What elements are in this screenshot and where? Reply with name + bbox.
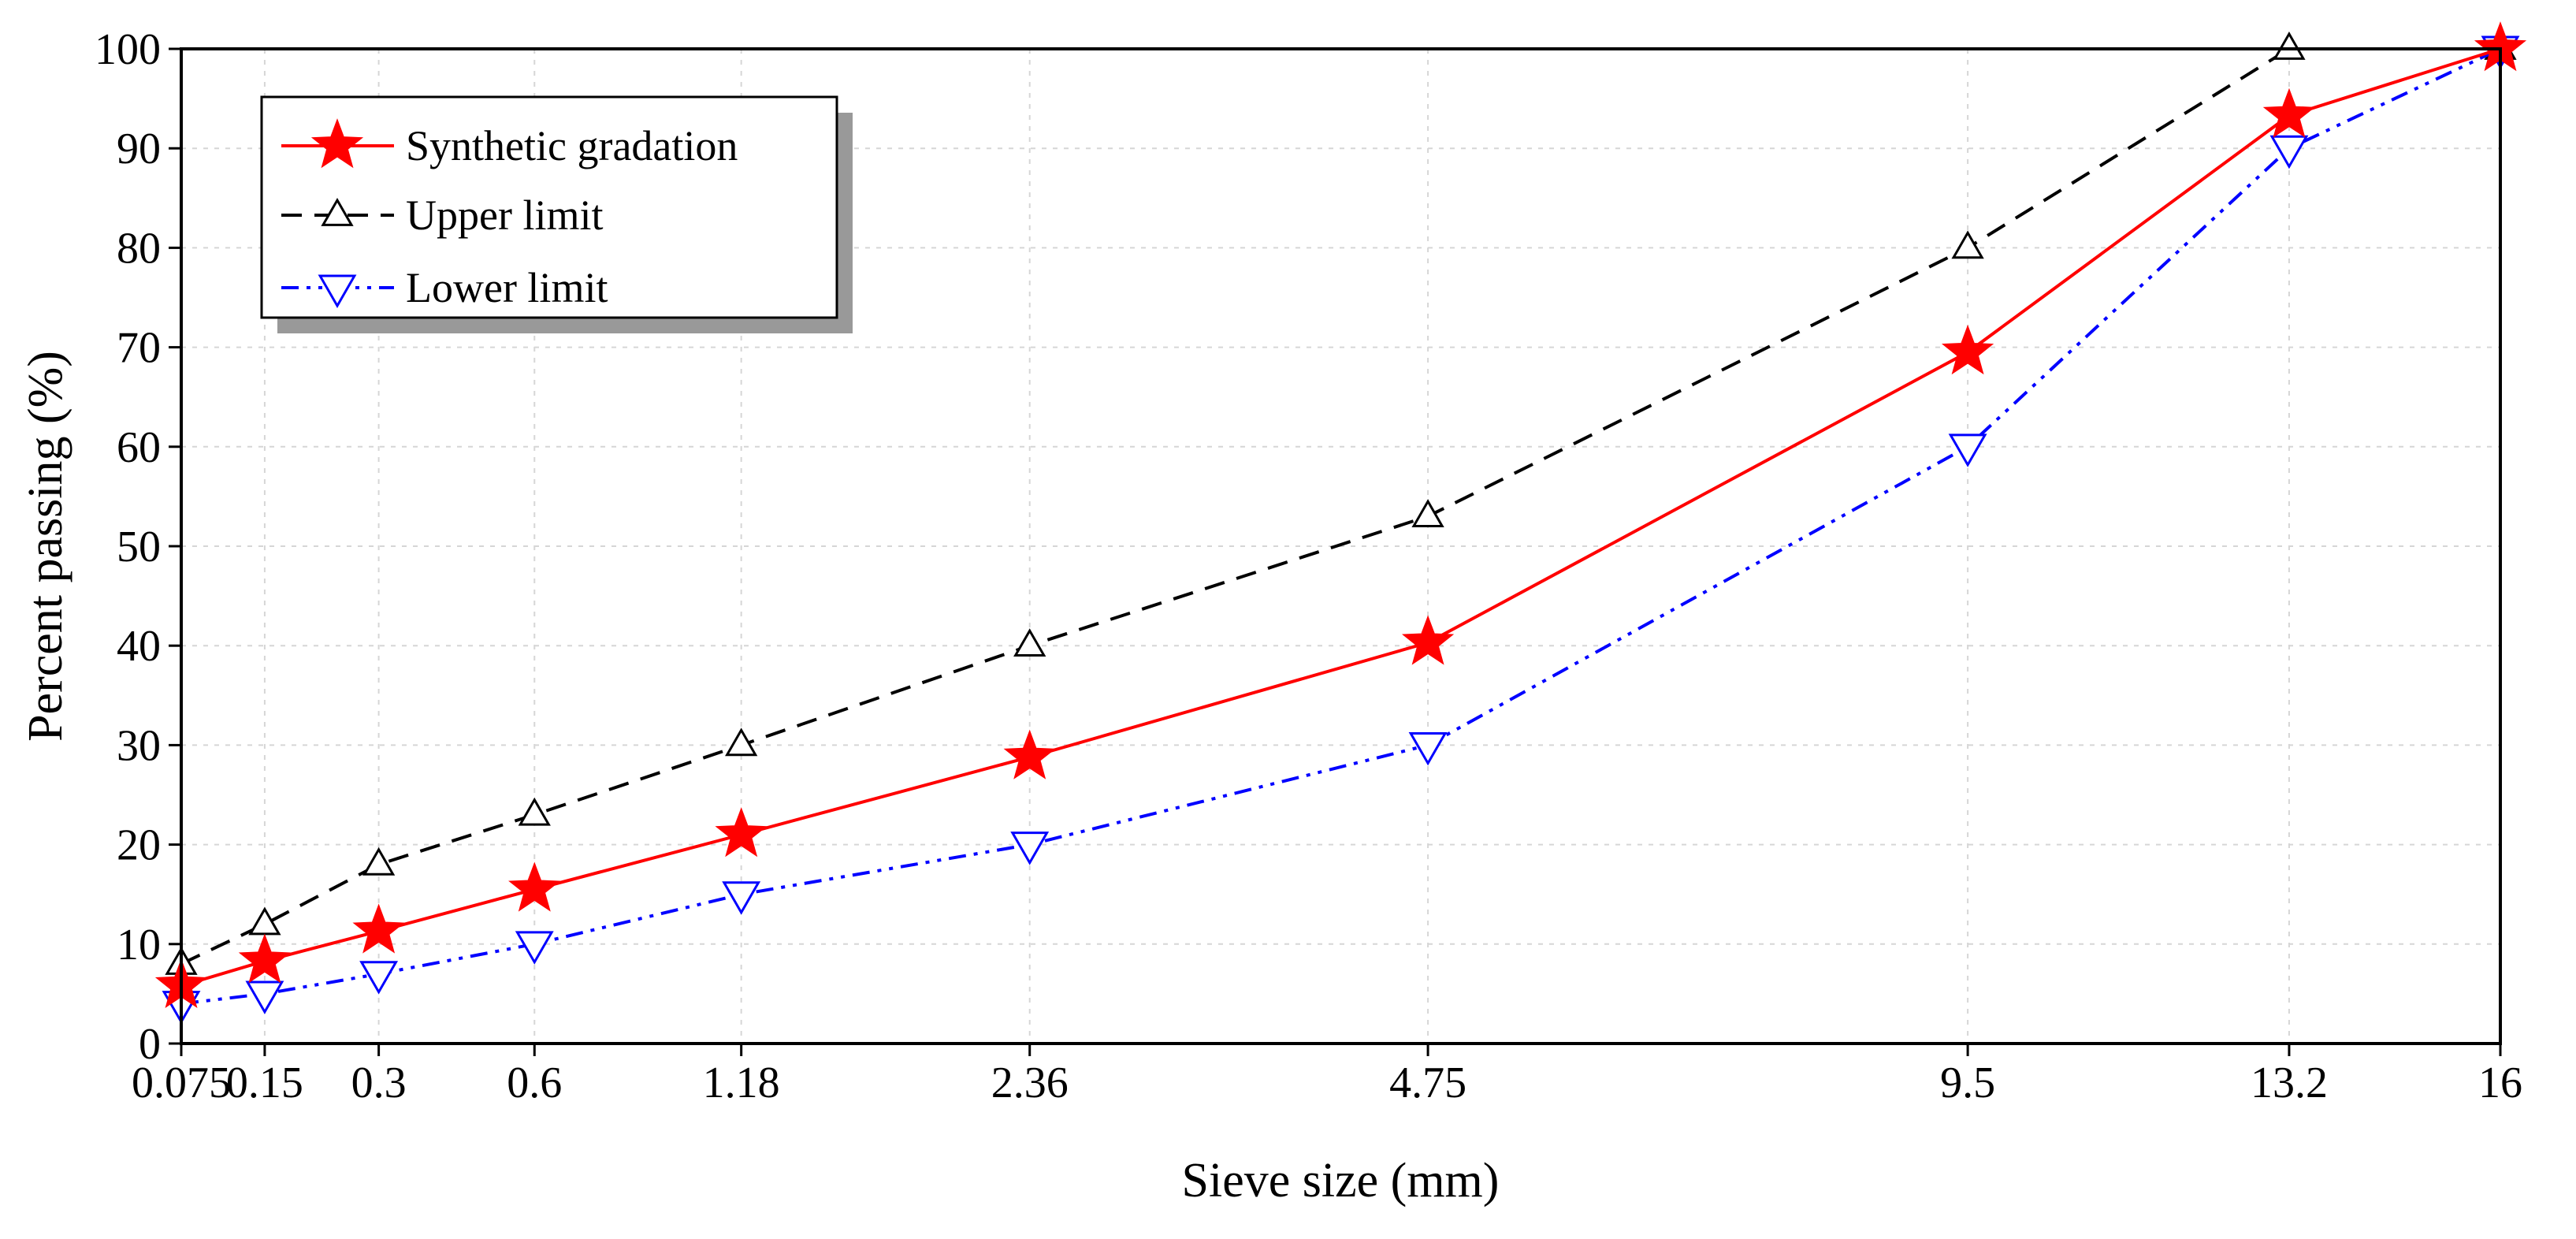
legend-label: Synthetic gradation [406, 122, 738, 169]
data-point [1408, 731, 1448, 766]
legend-items: Synthetic gradation Upper limit Lower limi… [281, 118, 738, 311]
legend-marker [321, 197, 354, 226]
x-axis-title: Sieve size (mm) [1182, 1154, 1500, 1207]
data-point [352, 903, 405, 954]
data-point [2269, 135, 2309, 169]
x-tick-label: 4.75 [1389, 1059, 1466, 1107]
series-line [180, 47, 2501, 1006]
y-tick-labels: 0 10 20 30 40 50 60 70 80 90 100 [95, 25, 161, 1069]
series-line [180, 47, 2501, 988]
data-point [1003, 729, 1056, 779]
data-point [1951, 230, 1984, 259]
y-tick-label: 80 [117, 224, 161, 273]
data-point [248, 906, 281, 936]
y-tick-label: 100 [95, 25, 161, 74]
data-point [515, 931, 554, 965]
x-tick-label: 0.6 [507, 1059, 562, 1107]
x-tick-label: 9.5 [1940, 1059, 1995, 1107]
legend-marker [318, 274, 357, 309]
y-tick-label: 30 [117, 721, 161, 770]
legend-label: Upper limit [406, 192, 603, 239]
data-point [238, 933, 292, 984]
y-tick-label: 10 [117, 921, 161, 969]
y-axis-title: Percent passing (%) [19, 351, 72, 742]
legend: Synthetic gradation Upper limit Lower limi… [260, 95, 853, 333]
y-tick-label: 70 [117, 324, 161, 373]
y-tick-label: 0 [139, 1020, 161, 1069]
y-tick-label: 50 [117, 523, 161, 571]
y-tick-label: 60 [117, 423, 161, 472]
data-point [1942, 325, 1994, 375]
y-tick-label: 20 [117, 821, 161, 870]
x-tick-label: 13.2 [2251, 1059, 2328, 1107]
y-tick-label: 90 [117, 125, 161, 173]
x-tick-label: 2.36 [991, 1059, 1069, 1107]
x-tick-label: 1.18 [703, 1059, 780, 1107]
x-tick-label: 0.15 [226, 1059, 303, 1107]
data-point [1411, 499, 1444, 527]
axis-ticks [169, 47, 2502, 1056]
x-tick-label: 0.075 [132, 1059, 231, 1107]
data-point [725, 727, 758, 757]
data-point [245, 980, 284, 1014]
data-point [715, 807, 768, 858]
legend-marker [310, 118, 364, 169]
data-point [518, 797, 551, 826]
data-point [2262, 87, 2316, 138]
data-point [508, 861, 561, 912]
data-point [1010, 832, 1050, 865]
series-synthetic-gradation [154, 21, 2527, 1009]
data-point [359, 961, 399, 995]
data-point [1013, 628, 1046, 657]
data-point [1948, 433, 1987, 467]
legend-label: Lower limit [406, 264, 608, 311]
data-point [362, 846, 396, 876]
data-point [1402, 615, 1455, 665]
x-tick-label: 0.3 [351, 1059, 407, 1107]
legend-box [260, 95, 838, 319]
series-line [180, 47, 2500, 966]
x-tick-label: 16 [2478, 1059, 2522, 1107]
data-point [2273, 31, 2306, 60]
data-point [722, 881, 761, 915]
y-tick-label: 40 [117, 622, 161, 671]
